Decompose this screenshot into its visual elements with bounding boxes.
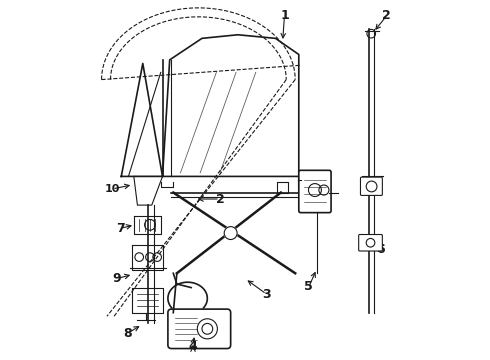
Text: 9: 9 [112,272,121,285]
Text: 6: 6 [376,243,385,256]
FancyBboxPatch shape [299,170,331,213]
FancyBboxPatch shape [359,234,382,251]
Text: 3: 3 [262,288,271,301]
Text: 10: 10 [105,184,120,194]
Text: 5: 5 [304,280,313,293]
Text: 1: 1 [280,9,289,22]
FancyBboxPatch shape [168,309,231,348]
Text: 2: 2 [216,193,224,206]
Text: 8: 8 [123,327,132,340]
FancyBboxPatch shape [361,177,382,195]
Text: 7: 7 [116,222,124,235]
Text: 4: 4 [189,339,197,352]
Text: 2: 2 [382,9,391,22]
Circle shape [224,226,237,239]
